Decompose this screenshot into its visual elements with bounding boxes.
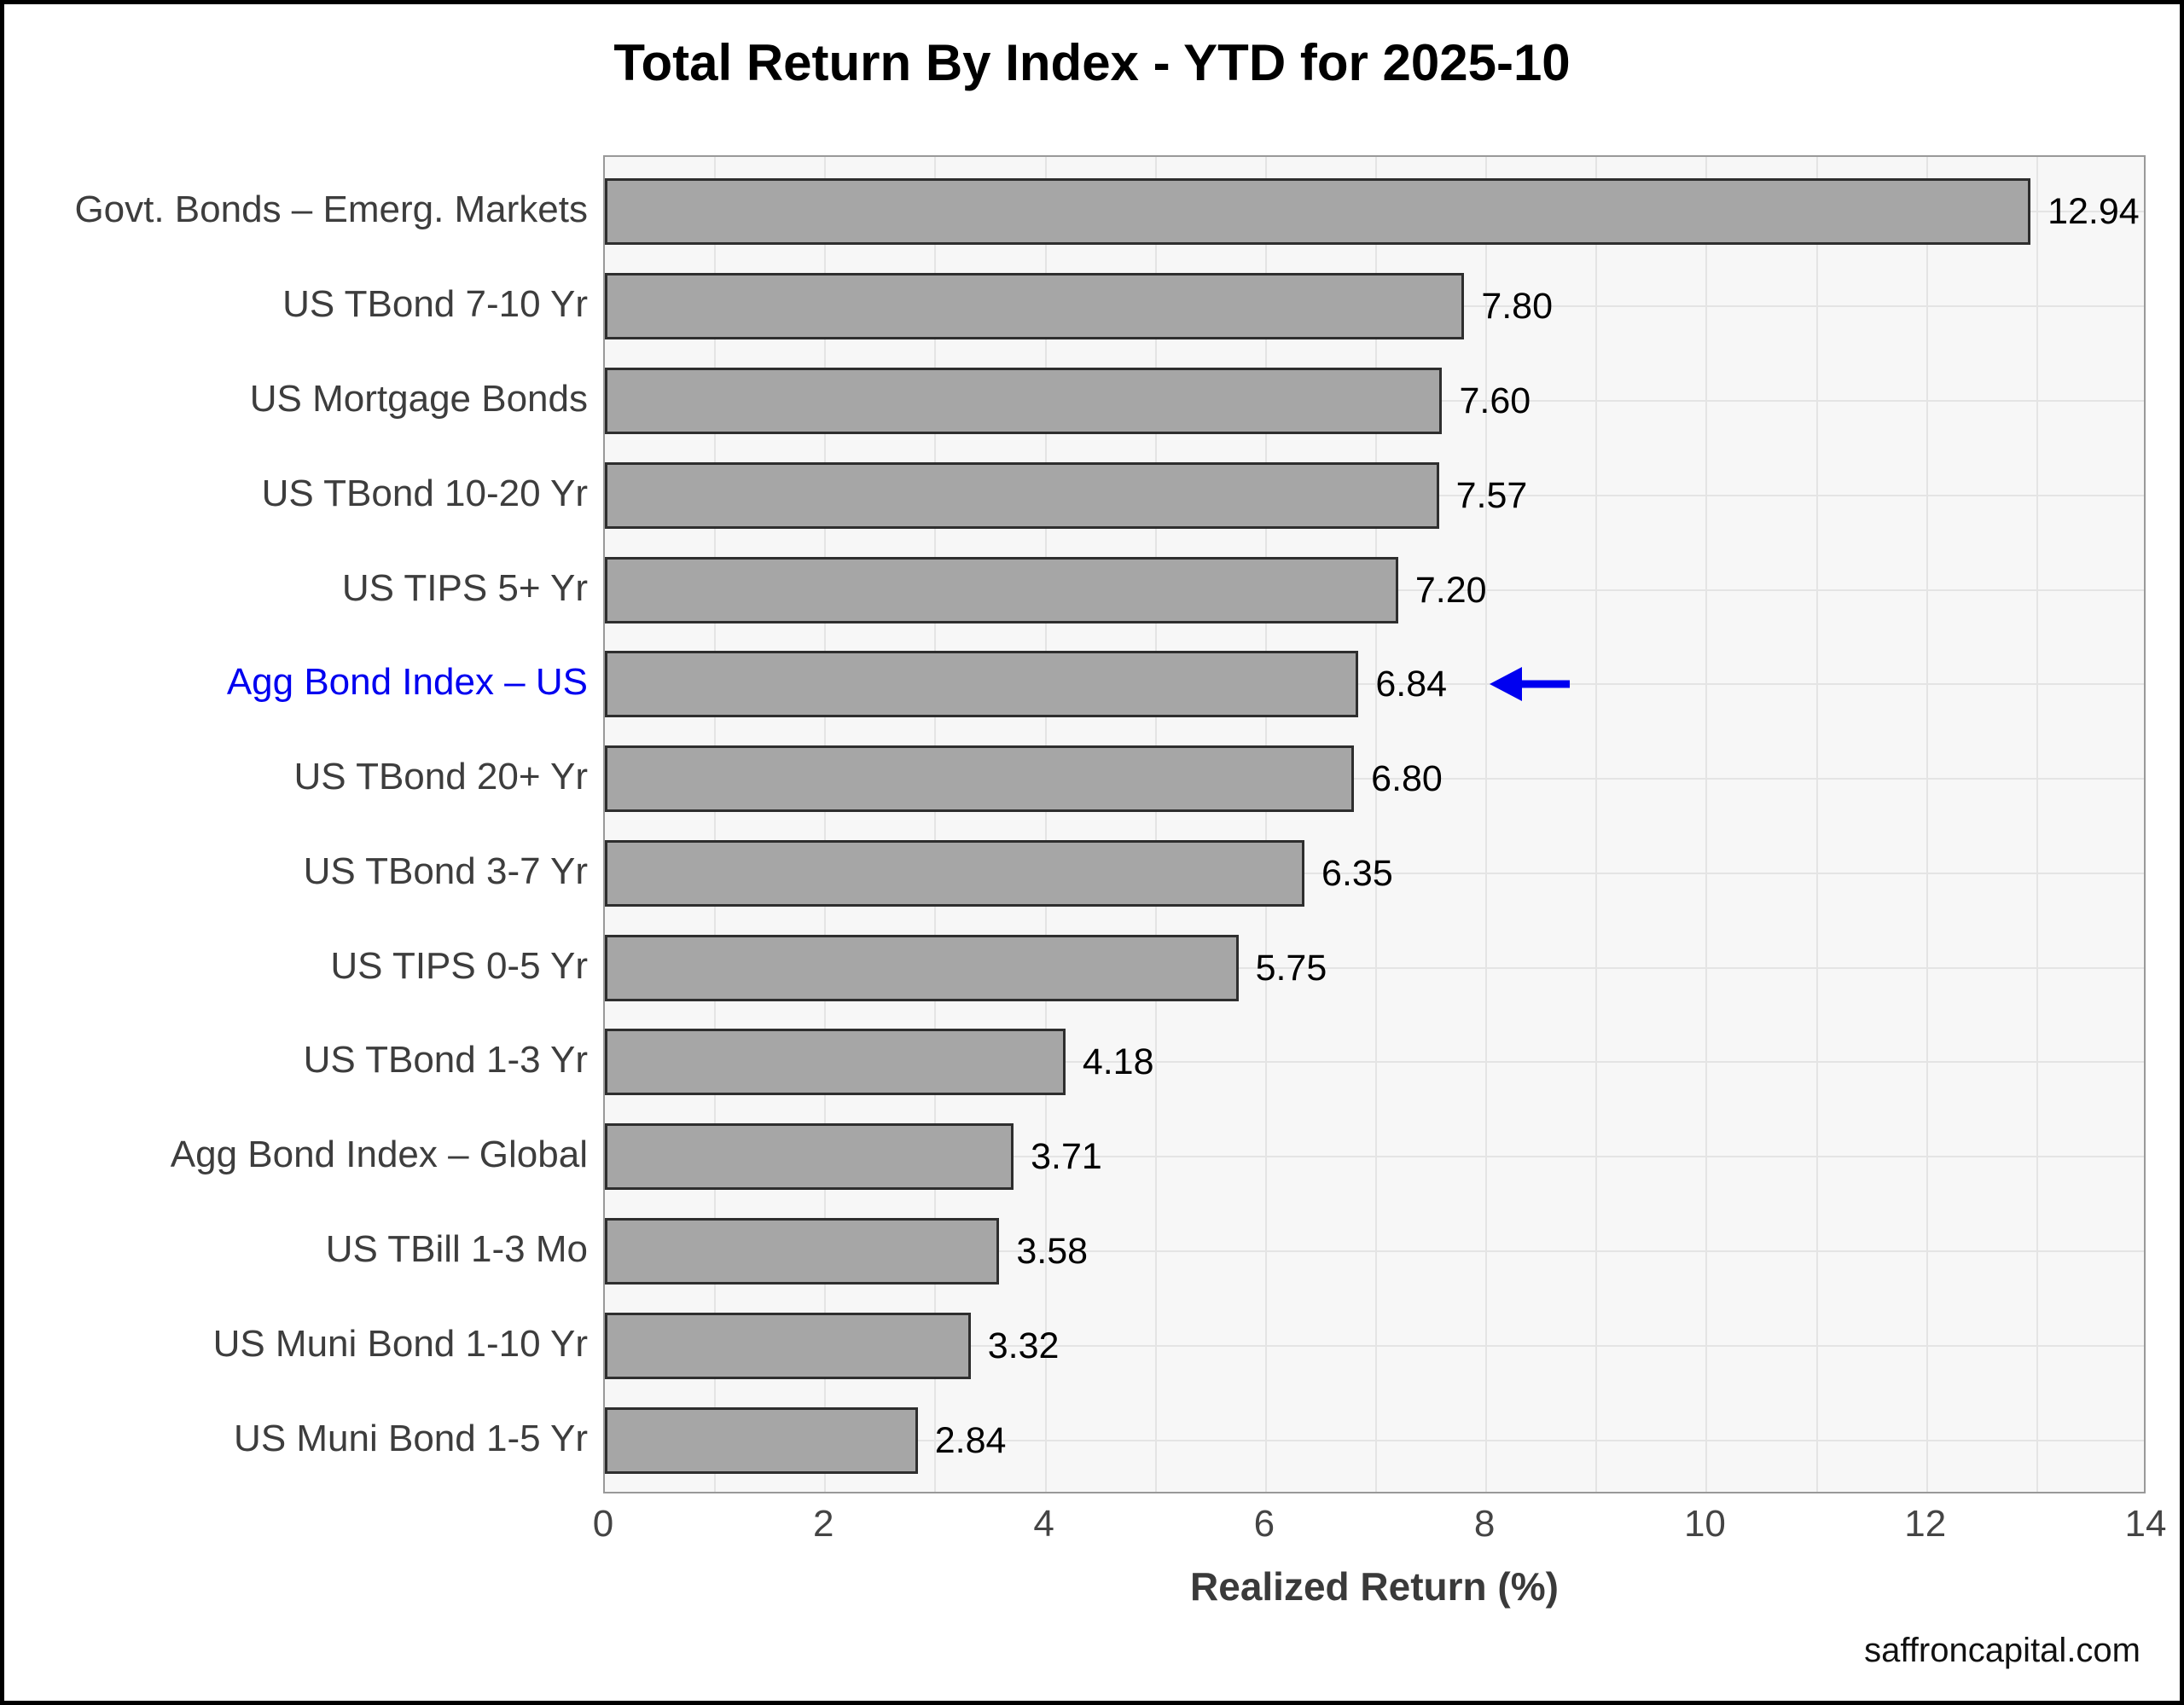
grid-line-vertical <box>1705 157 1708 1492</box>
value-label: 3.58 <box>1016 1231 1089 1273</box>
bar <box>605 934 1239 1001</box>
x-tick-label: 2 <box>813 1503 834 1545</box>
value-label: 2.84 <box>934 1419 1007 1461</box>
highlight-arrow <box>1488 664 1573 708</box>
grid-line-vertical <box>714 157 717 1492</box>
chart-title: Total Return By Index - YTD for 2025-10 <box>613 34 1571 91</box>
value-label: 7.57 <box>1455 474 1528 516</box>
bar <box>605 178 2031 246</box>
category-label: US TIPS 0-5 Yr <box>330 944 588 987</box>
grid-line-vertical <box>1154 157 1157 1492</box>
bar <box>605 839 1305 907</box>
plot-area: 12.94 7.80 7.60 7.57 7.20 6.84 6.80 6.35 5.75 4.1… <box>603 155 2146 1493</box>
category-label: US TIPS 5+ Yr <box>341 566 588 609</box>
grid-line-vertical <box>824 157 827 1492</box>
bar <box>605 1406 918 1474</box>
bar <box>605 745 1355 813</box>
grid-line-vertical <box>2036 157 2038 1492</box>
bar <box>605 1312 971 1379</box>
grid-line-horizontal <box>605 1250 2144 1253</box>
bar <box>605 651 1359 718</box>
grid-line-vertical <box>934 157 937 1492</box>
x-tick-label: 4 <box>1033 1503 1054 1545</box>
value-label: 7.80 <box>1481 286 1554 328</box>
grid-line-horizontal <box>605 683 2144 686</box>
category-label: Agg Bond Index – Global <box>170 1134 588 1176</box>
value-label: 6.35 <box>1321 852 1393 894</box>
grid-line-horizontal <box>605 1156 2144 1158</box>
grid-line-horizontal <box>605 1061 2144 1064</box>
value-label: 3.71 <box>1031 1136 1102 1178</box>
x-tick-label: 6 <box>1253 1503 1275 1545</box>
value-label: 6.84 <box>1375 664 1448 705</box>
category-label: US TBill 1-3 Mo <box>325 1228 588 1271</box>
grid-line-horizontal <box>605 1439 2144 1441</box>
category-label: US TBond 20+ Yr <box>293 756 588 798</box>
category-label: US TBond 7-10 Yr <box>282 283 588 326</box>
grid-line-horizontal <box>605 778 2144 780</box>
x-tick-label: 0 <box>592 1503 614 1545</box>
value-label: 7.20 <box>1414 569 1487 611</box>
grid-line-horizontal <box>605 966 2144 969</box>
value-label: 3.32 <box>987 1325 1060 1366</box>
value-label: 12.94 <box>2048 191 2140 233</box>
grid-line-vertical <box>1375 157 1377 1492</box>
bar <box>605 556 1398 623</box>
value-label: 4.18 <box>1082 1041 1154 1083</box>
grid-line-horizontal <box>605 872 2144 874</box>
grid-line-vertical <box>1485 157 1488 1492</box>
value-label: 5.75 <box>1255 947 1327 989</box>
grid-line-vertical <box>1926 157 1928 1492</box>
category-label: US Muni Bond 1-5 Yr <box>234 1417 588 1459</box>
bar <box>605 1029 1066 1096</box>
grid-line-vertical <box>1815 157 1818 1492</box>
bar <box>605 273 1465 340</box>
category-label: US TBond 1-3 Yr <box>303 1039 588 1082</box>
bar <box>605 367 1443 434</box>
value-label: 6.80 <box>1371 758 1443 800</box>
grid-line-vertical <box>1595 157 1598 1492</box>
category-label-highlighted: Agg Bond Index – US <box>226 661 588 704</box>
bar <box>605 1218 1000 1285</box>
x-axis-label: Realized Return (%) <box>1190 1564 1559 1609</box>
watermark: saffroncapital.com <box>1864 1632 2140 1669</box>
value-label: 7.60 <box>1459 380 1531 421</box>
category-label: Govt. Bonds – Emerg. Markets <box>74 188 588 231</box>
bar <box>605 1123 1014 1191</box>
category-label: US TBond 3-7 Yr <box>303 850 588 892</box>
x-tick-label: 14 <box>2124 1503 2167 1545</box>
highlight-arrow-icon <box>1490 667 1571 702</box>
x-tick-label: 10 <box>1683 1503 1726 1545</box>
category-label: US Mortgage Bonds <box>249 377 588 420</box>
category-label: US TBond 10-20 Yr <box>261 472 588 514</box>
x-tick-label: 12 <box>1904 1503 1947 1545</box>
grid-line-vertical <box>1264 157 1267 1492</box>
x-tick-label: 8 <box>1473 1503 1496 1545</box>
grid-line-horizontal <box>605 1344 2144 1347</box>
category-label: US Muni Bond 1-10 Yr <box>212 1322 588 1365</box>
bar <box>605 461 1439 529</box>
grid-line-vertical <box>1044 157 1047 1492</box>
